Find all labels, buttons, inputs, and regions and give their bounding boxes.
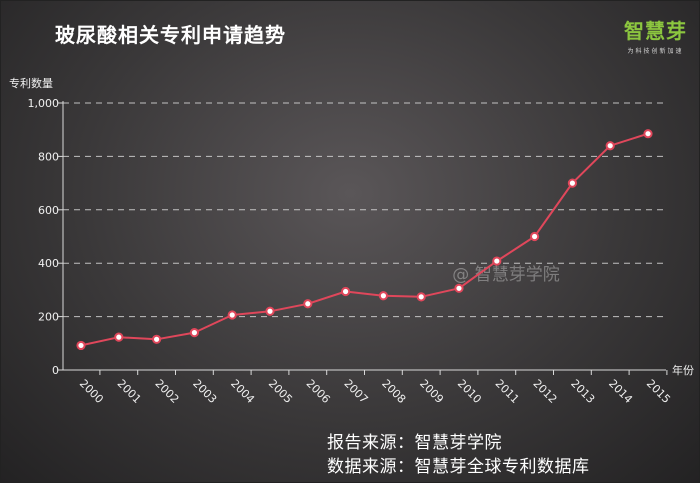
data-point [567,178,578,188]
x-axis-label: 年份 [672,363,694,377]
series-line [80,132,649,347]
watermark: @ 智慧芽学院 [452,265,559,285]
x-tick-label: 2002 [152,377,181,406]
x-tick-label: 2003 [190,377,219,406]
x-tick-label: 2012 [530,377,559,406]
series-layer [76,129,653,351]
data-point [152,334,162,344]
x-tick-label: 2001 [115,377,144,406]
y-tick-label: 800 [38,150,59,163]
data-point [605,141,615,151]
data-point [227,310,237,320]
y-tick-label: 0 [52,364,59,377]
data-point [530,231,540,242]
x-tick-label: 2013 [568,377,597,406]
brand-tagline: 为科技创新加速 [627,48,684,55]
data-point [492,256,502,266]
data-point [114,332,124,342]
x-tick-label: 2009 [417,377,446,406]
x-tick-label: 2011 [493,377,522,406]
x-tick-label: 2010 [455,377,484,406]
axis-layer: 0 200 400 600 800 1,000 2000 2001 2002 2003 2004 20… [28,97,695,406]
data-point [265,306,275,316]
data-point [454,283,464,293]
data-point [341,286,351,297]
grid-layer [63,102,666,318]
data-point [76,340,86,351]
data-point [303,299,313,309]
data-point [189,328,199,338]
data-point [416,292,426,302]
brand-logo: 智慧芽 为科技创新加速 [624,15,687,55]
y-tick-label: 600 [38,204,59,217]
x-tick-label: 2004 [228,377,257,406]
x-tick-label: 2014 [606,377,635,406]
chart-title: 玻尿酸相关专利申请趋势 [55,23,286,47]
y-tick-label: 400 [38,257,59,270]
x-tick-label: 2005 [266,377,295,406]
report-source: 报告来源：智慧芽学院 [327,433,502,453]
data-point [643,129,653,139]
x-tick-label: 2015 [644,377,673,406]
x-tick-label: 2006 [304,377,333,406]
x-tick-label: 2008 [379,377,408,406]
y-axis-label: 专利数量 [9,77,53,90]
data-source: 数据来源：智慧芽全球专利数据库 [327,457,590,477]
data-point [378,291,388,301]
y-tick-label: 1,000 [28,97,60,110]
brand-name: 智慧芽 [624,19,687,43]
x-tick-label: 2007 [341,377,370,406]
y-tick-label: 200 [38,311,59,324]
x-tick-label: 2000 [77,377,106,406]
